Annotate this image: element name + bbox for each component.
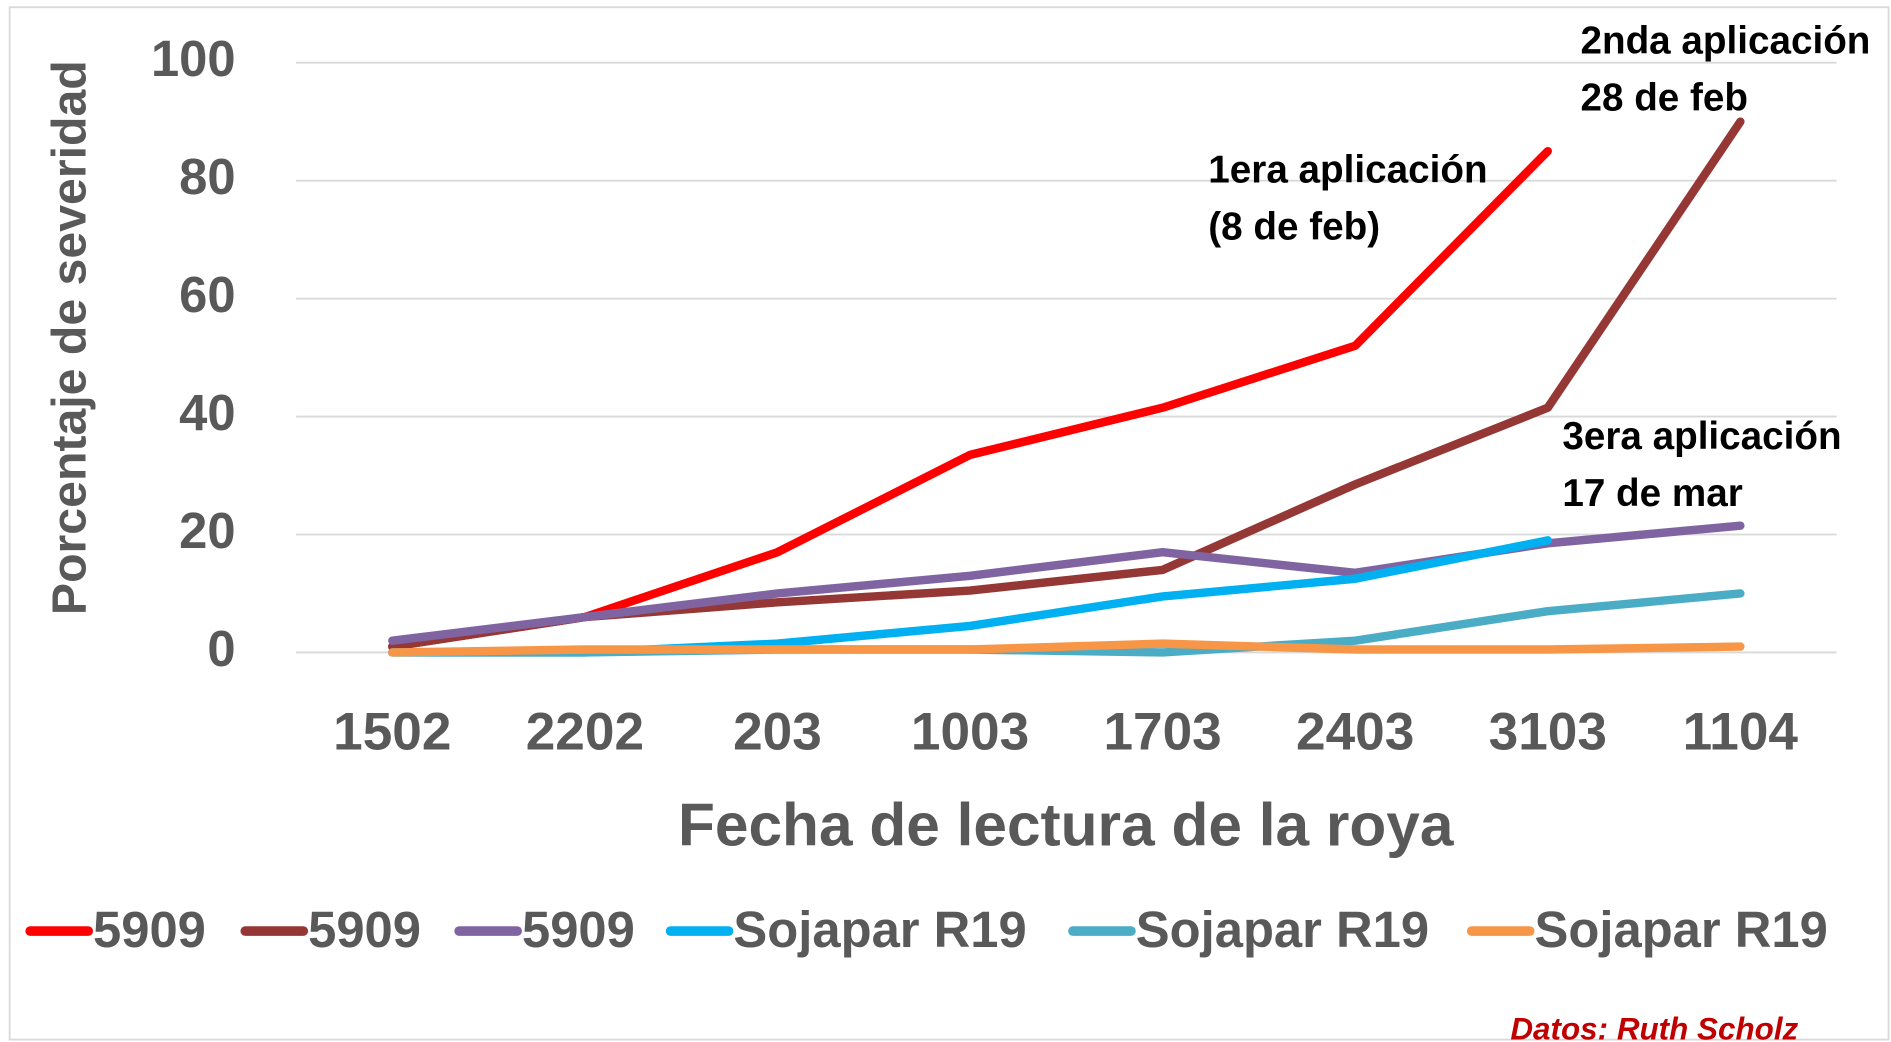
legend-label: 5909 xyxy=(308,901,421,958)
legend-label: Sojapar R19 xyxy=(1535,901,1828,958)
x-tick-label: 2202 xyxy=(526,703,644,762)
x-tick-label: 1003 xyxy=(911,703,1029,762)
legend-label: 5909 xyxy=(93,901,206,958)
y-axis-title: Porcentaje de severidad xyxy=(42,60,96,615)
annotation: 17 de mar xyxy=(1562,472,1742,515)
x-tick-label: 1502 xyxy=(333,703,451,762)
x-tick-label: 2403 xyxy=(1296,703,1414,762)
x-tick-label: 203 xyxy=(733,703,822,762)
y-tick-label: 0 xyxy=(207,620,235,677)
y-tick-label: 20 xyxy=(179,502,235,559)
annotation: 2nda aplicación xyxy=(1580,20,1870,63)
annotation: 3era aplicación xyxy=(1562,415,1841,458)
y-tick-label: 40 xyxy=(179,384,235,441)
legend-label: Sojapar R19 xyxy=(1136,901,1429,958)
x-tick-label: 1703 xyxy=(1103,703,1221,762)
y-tick-label: 80 xyxy=(179,148,235,205)
x-axis-title: Fecha de lectura de la roya xyxy=(678,791,1454,859)
legend-label: Sojapar R19 xyxy=(733,901,1026,958)
annotation: (8 de feb) xyxy=(1208,205,1380,248)
x-tick-label: 3103 xyxy=(1489,703,1607,762)
y-tick-label: 60 xyxy=(179,266,235,323)
series-line xyxy=(388,639,1745,657)
x-tick-label: 1104 xyxy=(1683,703,1799,762)
legend-label: 5909 xyxy=(522,901,635,958)
y-tick-label: 100 xyxy=(151,30,236,87)
annotation: 1era aplicación xyxy=(1208,149,1487,192)
chart-border xyxy=(8,6,1890,1041)
source: Datos: Ruth Scholz xyxy=(1510,1011,1798,1042)
annotation: 28 de feb xyxy=(1580,76,1748,119)
